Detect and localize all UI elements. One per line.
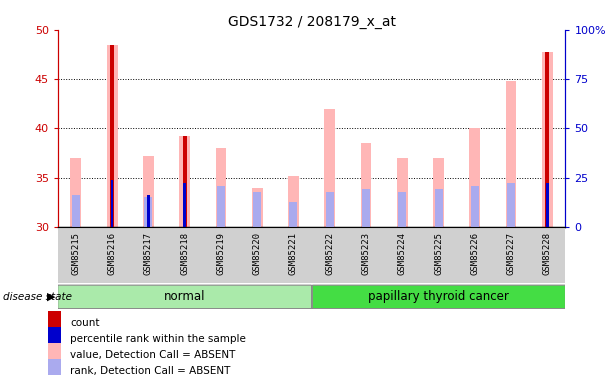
Text: GSM85224: GSM85224 bbox=[398, 232, 407, 275]
Bar bbox=[48, 343, 61, 362]
Bar bbox=[71, 158, 81, 227]
Bar bbox=[507, 183, 515, 227]
Text: disease state: disease state bbox=[3, 292, 72, 302]
FancyBboxPatch shape bbox=[58, 285, 311, 309]
Text: value, Detection Call = ABSENT: value, Detection Call = ABSENT bbox=[70, 350, 235, 360]
Bar bbox=[48, 327, 61, 346]
Text: GSM85217: GSM85217 bbox=[144, 232, 153, 275]
Bar bbox=[252, 188, 263, 227]
FancyBboxPatch shape bbox=[313, 285, 565, 309]
Text: GSM85219: GSM85219 bbox=[216, 232, 226, 275]
Text: percentile rank within the sample: percentile rank within the sample bbox=[70, 334, 246, 344]
Text: GSM85225: GSM85225 bbox=[434, 232, 443, 275]
Bar bbox=[179, 136, 190, 227]
Bar bbox=[289, 202, 297, 227]
Text: GSM85227: GSM85227 bbox=[506, 232, 516, 275]
Bar bbox=[217, 186, 225, 227]
Bar bbox=[182, 136, 187, 227]
Text: GSM85216: GSM85216 bbox=[108, 232, 117, 275]
Bar bbox=[147, 195, 150, 227]
Text: rank, Detection Call = ABSENT: rank, Detection Call = ABSENT bbox=[70, 366, 230, 375]
Title: GDS1732 / 208179_x_at: GDS1732 / 208179_x_at bbox=[227, 15, 396, 29]
Bar bbox=[288, 176, 299, 227]
Bar bbox=[469, 128, 480, 227]
Text: GSM85220: GSM85220 bbox=[253, 232, 261, 275]
Bar bbox=[361, 143, 371, 227]
Text: GSM85228: GSM85228 bbox=[543, 232, 552, 275]
Bar bbox=[542, 52, 553, 227]
Bar bbox=[545, 52, 549, 227]
Bar bbox=[397, 158, 408, 227]
Text: normal: normal bbox=[164, 290, 206, 303]
Bar bbox=[433, 158, 444, 227]
Text: count: count bbox=[70, 318, 100, 328]
Text: GSM85221: GSM85221 bbox=[289, 232, 298, 275]
Bar bbox=[48, 311, 61, 330]
Bar bbox=[326, 192, 334, 227]
Bar bbox=[253, 192, 261, 227]
Bar bbox=[215, 148, 226, 227]
Bar bbox=[48, 359, 61, 375]
Bar bbox=[72, 195, 80, 227]
Bar bbox=[362, 189, 370, 227]
Text: ▶: ▶ bbox=[47, 292, 55, 302]
Bar bbox=[324, 109, 335, 227]
Bar bbox=[107, 45, 117, 227]
Text: GSM85226: GSM85226 bbox=[470, 232, 479, 275]
Bar bbox=[398, 192, 406, 227]
Bar bbox=[506, 81, 516, 227]
Bar bbox=[111, 180, 114, 227]
Text: GSM85215: GSM85215 bbox=[71, 232, 80, 275]
Text: GSM85218: GSM85218 bbox=[180, 232, 189, 275]
Text: GSM85222: GSM85222 bbox=[325, 232, 334, 275]
Bar bbox=[110, 45, 114, 227]
Text: papillary thyroid cancer: papillary thyroid cancer bbox=[368, 290, 509, 303]
Bar bbox=[145, 197, 153, 227]
Bar bbox=[471, 186, 478, 227]
Bar bbox=[435, 189, 443, 227]
Bar bbox=[546, 183, 548, 227]
Bar bbox=[184, 183, 186, 227]
Bar bbox=[143, 156, 154, 227]
Text: GSM85223: GSM85223 bbox=[362, 232, 370, 275]
